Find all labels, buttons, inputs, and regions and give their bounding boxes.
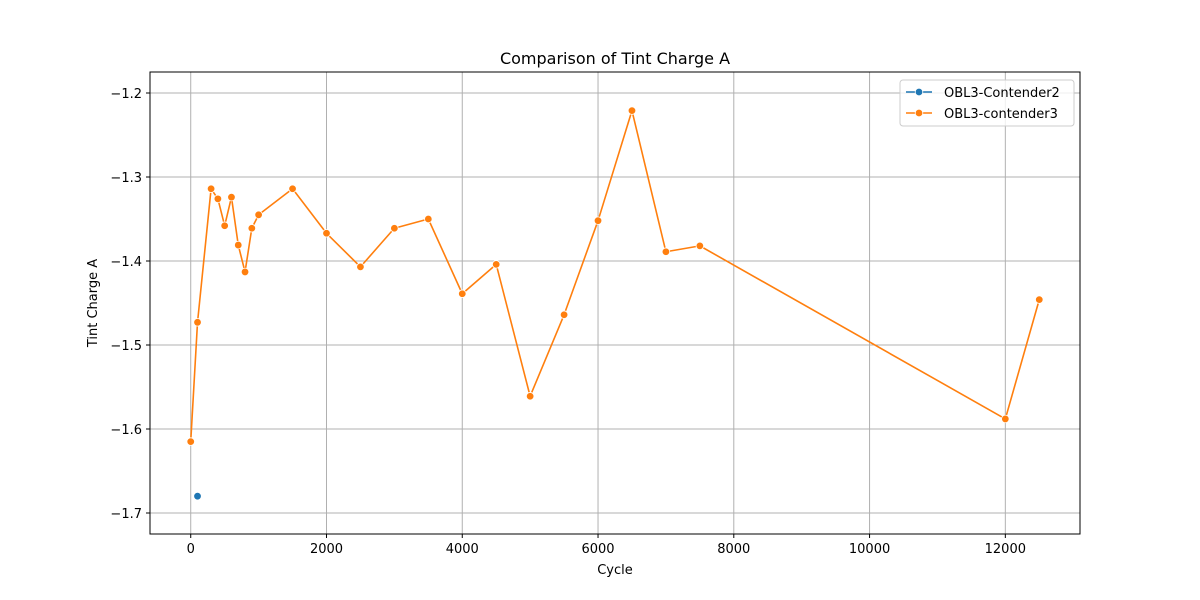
x-tick-label: 0 [187,542,195,557]
legend-item: OBL3-contender3 [906,107,1058,122]
data-point [627,106,637,115]
data-point [356,262,365,272]
data-point [193,492,202,501]
legend-box [899,79,1075,127]
data-point [254,210,263,219]
data-point [559,310,569,319]
data-point [593,216,603,225]
series-2 [186,106,1044,446]
chart-title: Comparison of Tint Charge A [500,49,730,68]
data-point [206,184,216,193]
data-point [288,184,297,193]
y-tick-label: −1.4 [110,255,142,270]
series-layer [186,106,1044,501]
legend-label: OBL3-contender3 [944,107,1058,122]
data-point [458,289,467,298]
x-tick-label: 12000 [985,542,1026,557]
legend-label: OBL3-Contender2 [944,86,1060,101]
legend-marker [914,87,924,97]
series-1 [193,492,202,501]
data-point [1035,295,1044,304]
data-point [492,260,501,269]
y-tick-label: −1.5 [110,339,142,354]
data-point [322,229,331,238]
ticks: 0 2000 4000 6000 8000 10000 12000 −1.7 −1.6 −1.5 −… [110,87,1026,557]
y-tick-label: −1.3 [110,171,142,186]
grid [150,72,1080,534]
data-point [234,240,243,250]
x-tick-label: 4000 [446,542,479,557]
data-point [240,267,250,277]
data-point [525,392,535,401]
data-point [220,221,229,230]
data-point [390,224,399,233]
data-point [695,241,705,251]
data-point [1001,414,1010,424]
data-point [247,224,257,233]
legend-item: OBL3-Contender2 [906,86,1060,101]
x-tick-label: 6000 [581,542,614,557]
x-tick-label: 10000 [849,542,890,557]
x-tick-label: 2000 [310,542,343,557]
y-tick-label: −1.2 [110,87,142,102]
x-tick-label: 8000 [717,542,750,557]
series-line [189,109,1041,442]
y-tick-label: −1.7 [110,507,142,522]
legend: OBL3-Contender2 OBL3-contender3 [899,79,1075,127]
plot-frame [149,71,1081,535]
data-point [186,437,195,446]
x-axis-label: Cycle [597,563,633,578]
data-point [227,192,236,202]
y-tick-label: −1.6 [110,423,142,438]
y-axis-label: Tint Charge A [86,259,101,348]
data-point [424,214,433,224]
legend-marker [914,108,924,118]
data-point [661,247,671,256]
data-point [193,318,202,327]
data-point [213,194,223,204]
